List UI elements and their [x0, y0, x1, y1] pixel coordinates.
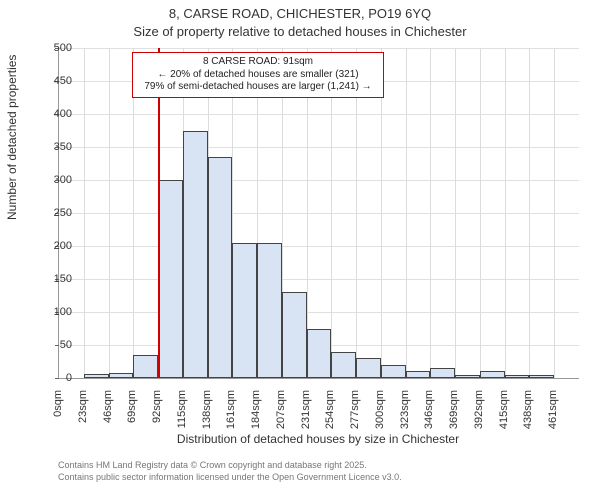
x-tick-label: 300sqm	[374, 390, 386, 450]
histogram-bar	[109, 373, 134, 378]
y-gridline	[59, 147, 579, 148]
chart-container: 8, CARSE ROAD, CHICHESTER, PO19 6YQ Size…	[0, 0, 600, 500]
x-tick-label: 277sqm	[349, 390, 361, 450]
y-tick-label: 300	[32, 174, 72, 186]
x-tick-label: 392sqm	[473, 390, 485, 450]
bin-divider	[430, 48, 431, 378]
histogram-bar	[158, 180, 183, 378]
histogram-bar	[208, 157, 233, 378]
bin-divider	[381, 48, 382, 378]
plot-area: 8 CARSE ROAD: 91sqm ← 20% of detached ho…	[58, 48, 579, 379]
bin-divider	[529, 48, 530, 378]
bin-divider	[480, 48, 481, 378]
property-marker-line	[158, 48, 160, 378]
annotation-line3: 79% of semi-detached houses are larger (…	[139, 81, 377, 94]
x-tick-label: 438sqm	[522, 390, 534, 450]
bin-divider	[133, 48, 134, 378]
x-tick-label: 46sqm	[102, 390, 114, 450]
histogram-bar	[529, 375, 554, 378]
annotation-line2: ← 20% of detached houses are smaller (32…	[139, 69, 377, 82]
bin-divider	[356, 48, 357, 378]
y-gridline	[59, 48, 579, 49]
histogram-bar	[133, 355, 158, 378]
bin-divider	[84, 48, 85, 378]
annotation-box: 8 CARSE ROAD: 91sqm ← 20% of detached ho…	[132, 52, 384, 98]
y-tick-label: 50	[32, 339, 72, 351]
bin-divider	[455, 48, 456, 378]
footer-line-1: Contains HM Land Registry data © Crown c…	[58, 460, 367, 470]
y-tick-label: 0	[32, 372, 72, 384]
histogram-bar	[257, 243, 282, 378]
histogram-bar	[307, 329, 332, 379]
bin-divider	[406, 48, 407, 378]
histogram-bar	[381, 365, 406, 378]
y-tick-label: 100	[32, 306, 72, 318]
y-tick-label: 450	[32, 75, 72, 87]
y-gridline	[59, 246, 579, 247]
histogram-bar	[84, 374, 109, 378]
footer-line-2: Contains public sector information licen…	[58, 472, 402, 482]
x-tick-label: 207sqm	[275, 390, 287, 450]
y-gridline	[59, 180, 579, 181]
y-tick-label: 500	[32, 42, 72, 54]
x-tick-label: 184sqm	[250, 390, 262, 450]
bin-divider	[505, 48, 506, 378]
x-tick-label: 115sqm	[176, 390, 188, 450]
x-tick-label: 231sqm	[300, 390, 312, 450]
y-gridline	[59, 279, 579, 280]
bin-divider	[109, 48, 110, 378]
x-tick-label: 92sqm	[151, 390, 163, 450]
chart-subtitle: Size of property relative to detached ho…	[0, 24, 600, 39]
y-gridline	[59, 312, 579, 313]
bin-divider	[331, 48, 332, 378]
x-tick-label: 23sqm	[77, 390, 89, 450]
y-gridline	[59, 213, 579, 214]
histogram-bar	[282, 292, 307, 378]
histogram-bar	[430, 368, 455, 378]
x-tick-label: 161sqm	[225, 390, 237, 450]
x-tick-label: 461sqm	[547, 390, 559, 450]
x-tick-label: 323sqm	[399, 390, 411, 450]
x-tick-label: 69sqm	[126, 390, 138, 450]
histogram-bar	[480, 371, 505, 378]
histogram-bar	[331, 352, 356, 378]
y-tick-label: 150	[32, 273, 72, 285]
histogram-bar	[505, 375, 530, 378]
histogram-bar	[455, 375, 480, 378]
y-tick-label: 400	[32, 108, 72, 120]
histogram-bar	[406, 371, 431, 378]
histogram-bar	[356, 358, 381, 378]
x-tick-label: 138sqm	[201, 390, 213, 450]
y-tick-label: 350	[32, 141, 72, 153]
y-axis-title: Number of detached properties	[5, 55, 19, 220]
y-tick-label: 200	[32, 240, 72, 252]
x-tick-label: 346sqm	[423, 390, 435, 450]
x-tick-label: 0sqm	[52, 390, 64, 450]
y-gridline	[59, 114, 579, 115]
annotation-line1: 8 CARSE ROAD: 91sqm	[139, 56, 377, 69]
y-tick-label: 250	[32, 207, 72, 219]
histogram-bar	[183, 131, 208, 379]
histogram-bar	[232, 243, 257, 378]
x-tick-label: 415sqm	[498, 390, 510, 450]
x-tick-label: 369sqm	[448, 390, 460, 450]
bin-divider	[554, 48, 555, 378]
chart-title: 8, CARSE ROAD, CHICHESTER, PO19 6YQ	[0, 6, 600, 21]
x-tick-label: 254sqm	[324, 390, 336, 450]
